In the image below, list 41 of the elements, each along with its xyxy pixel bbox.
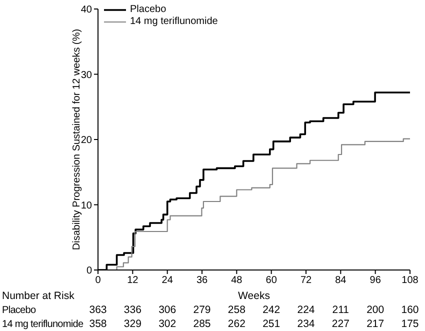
- text: 302: [158, 318, 178, 330]
- x-tick-label: 72: [300, 275, 312, 286]
- y-tick-label: 10: [80, 200, 92, 212]
- x-tick-label: 24: [162, 275, 174, 286]
- text: Placebo: [2, 305, 36, 316]
- x-tick-label: 108: [402, 275, 419, 286]
- x-tick-label: 84: [335, 275, 347, 286]
- text: 285: [192, 318, 212, 330]
- text: 329: [122, 318, 142, 330]
- y-tick-label: 40: [80, 4, 92, 16]
- x-tick-label: 0: [95, 275, 102, 286]
- text: 363: [88, 304, 108, 316]
- text: 234: [296, 318, 316, 330]
- text: 279: [192, 304, 212, 316]
- text: 160: [400, 304, 420, 316]
- x-tick-label: 60: [266, 275, 278, 286]
- text: 175: [400, 318, 420, 330]
- text: 258: [226, 304, 246, 316]
- y-tick-label: 30: [80, 70, 92, 81]
- text: 336: [122, 304, 142, 316]
- text: 224: [296, 304, 316, 316]
- text: 251: [262, 318, 282, 330]
- text: 200: [366, 304, 386, 316]
- text: 262: [226, 318, 246, 330]
- text: 242: [262, 304, 282, 316]
- y-tick-label: 0: [86, 266, 92, 277]
- x-tick-label: 48: [231, 275, 243, 286]
- text: 14 mg teriflunomide: [2, 319, 84, 330]
- text: 306: [158, 304, 178, 316]
- text: 217: [366, 318, 386, 330]
- text: Number at Risk: [2, 290, 74, 302]
- text: 227: [330, 318, 350, 330]
- legend-label: 14 mg teriflunomide: [130, 16, 218, 28]
- text: 211: [331, 304, 350, 316]
- x-axis-title: Weeks: [237, 290, 271, 302]
- legend-label: Placebo: [130, 4, 166, 16]
- x-tick-label: 36: [196, 275, 208, 286]
- x-tick-label: 12: [127, 275, 139, 286]
- text: 358: [88, 318, 108, 330]
- x-tick-label: 96: [370, 275, 382, 286]
- y-tick-label: 20: [80, 135, 92, 146]
